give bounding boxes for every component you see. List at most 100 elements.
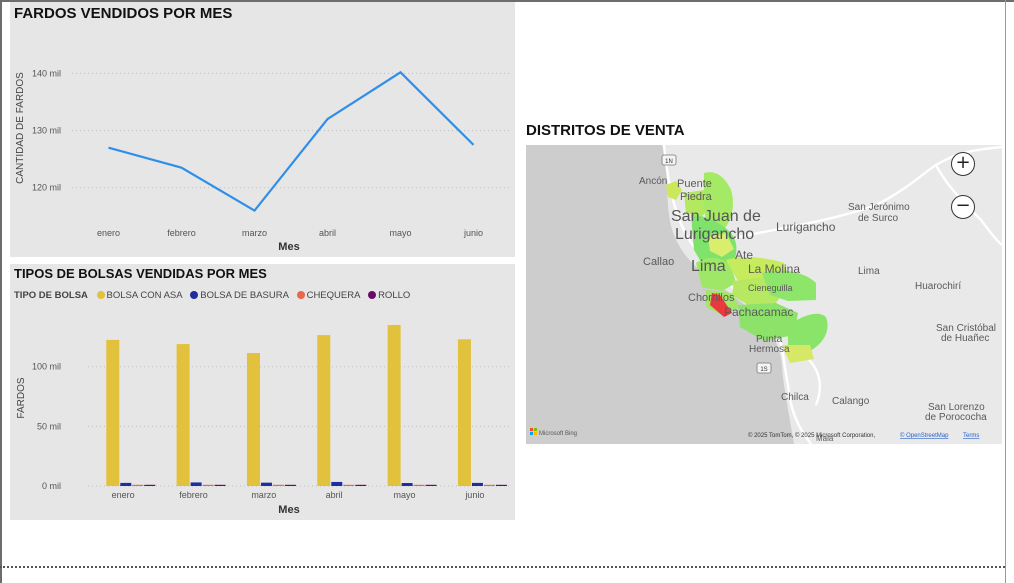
line-chart-gridlines <box>72 72 510 189</box>
bar[interactable] <box>387 324 401 486</box>
legend-dot <box>296 291 305 299</box>
x-tick-label: enero <box>112 490 135 500</box>
map-label-sjm-2: de Surco <box>858 213 898 224</box>
bar[interactable] <box>483 484 495 486</box>
legend-item-bolsa-de-basura[interactable]: BOLSA DE BASURA <box>190 290 289 301</box>
y-tick-label: 50 mil <box>37 421 61 431</box>
map-label-lima-region: Lima <box>858 266 880 277</box>
map-label-puente-piedra-2: Piedra <box>680 191 713 203</box>
district-punta-hermosa <box>782 345 814 363</box>
map-label-chilca: Chilca <box>781 392 809 403</box>
map-title: DISTRITOS DE VENTA <box>526 122 685 139</box>
road-east-branch <box>934 164 1002 246</box>
bar[interactable] <box>132 484 144 486</box>
legend-item-bolsa-con-asa[interactable]: BOLSA CON ASA <box>96 290 183 301</box>
district-south-east <box>788 313 828 355</box>
map-label-callao: Callao <box>643 256 674 268</box>
map-terms-link[interactable]: Terms <box>963 433 979 439</box>
x-tick-label: marzo <box>251 490 276 500</box>
bar[interactable] <box>260 482 272 486</box>
bar[interactable] <box>284 484 296 486</box>
map-label-sjl-2: Lurigancho <box>675 226 754 243</box>
legend-item-chequera[interactable]: CHEQUERA <box>296 290 360 301</box>
bar[interactable] <box>343 484 355 486</box>
map-label-puente-piedra-1: Puente <box>677 178 712 190</box>
line-chart-visual[interactable]: FARDOS VENDIDOS POR MES 120 mil 130 mil 14… <box>10 2 515 257</box>
bar-chart-title: TIPOS DE BOLSAS VENDIDAS POR MES <box>14 266 267 281</box>
line-point[interactable] <box>179 165 184 170</box>
highway-shield-1s: 1S <box>756 362 772 374</box>
line-chart-x-axis-title: Mes <box>278 241 299 253</box>
page-bottom-divider <box>0 566 1005 568</box>
map-label-punta-hermosa-1: Punta <box>756 334 783 345</box>
legend-dot <box>190 291 199 299</box>
bar-chart-visual[interactable]: TIPOS DE BOLSAS VENDIDAS POR MES TIPO DE… <box>10 264 515 520</box>
zoom-out-button[interactable]: − <box>951 195 975 219</box>
bar[interactable] <box>106 339 120 486</box>
bar-chart-legend: TIPO DE BOLSA BOLSA CON ASA BOLSA DE BAS… <box>14 290 415 301</box>
line-chart-title: FARDOS VENDIDOS POR MES <box>14 5 233 22</box>
y-tick-label: 100 mil <box>32 362 61 372</box>
bing-logo-text: Microsoft Bing <box>539 431 577 437</box>
line-point[interactable] <box>252 208 257 213</box>
bar-chart-x-ticks: enero febrero marzo abril mayo junio <box>112 490 485 500</box>
map-labels: Ancón Puente Piedra San Juan de Luriganc… <box>639 176 996 443</box>
bar[interactable] <box>331 481 343 486</box>
bar[interactable] <box>401 483 413 486</box>
bar[interactable] <box>457 339 471 486</box>
line-point[interactable] <box>325 117 330 122</box>
district-chorrillos <box>710 293 732 317</box>
y-tick-label: 140 mil <box>32 68 61 78</box>
map-label-slp-1: San Lorenzo <box>928 402 985 413</box>
bar[interactable] <box>471 482 483 486</box>
bar[interactable] <box>246 353 260 486</box>
map-label-cieneguilla: Cieneguilla <box>748 283 793 293</box>
line-point[interactable] <box>398 70 403 75</box>
x-tick-label: junio <box>463 228 483 238</box>
line-chart-series-line <box>108 70 475 213</box>
bar[interactable] <box>272 484 284 486</box>
bar[interactable] <box>425 484 437 486</box>
bar[interactable] <box>144 484 156 486</box>
map-canvas[interactable]: Ancón Puente Piedra San Juan de Luriganc… <box>526 145 1002 444</box>
district-cieneguilla <box>762 270 816 301</box>
window-left-border <box>0 0 2 583</box>
map-label-calango: Calango <box>832 396 870 407</box>
map-label-huarochiri: Huarochirí <box>915 281 961 292</box>
district-lima-core <box>696 257 736 291</box>
map-visual[interactable]: Ancón Puente Piedra San Juan de Luriganc… <box>526 145 1002 444</box>
map-label-sjl-1: San Juan de <box>671 208 761 225</box>
bar[interactable] <box>495 484 507 486</box>
map-label-punta-hermosa-2: Hermosa <box>749 344 790 355</box>
y-tick-label: 0 mil <box>42 481 61 491</box>
bar[interactable] <box>202 484 214 486</box>
shield-label: 1S <box>760 367 767 373</box>
bar[interactable] <box>317 335 331 486</box>
district-carabayllo <box>704 172 734 230</box>
line-point[interactable] <box>106 145 111 150</box>
x-tick-label: mayo <box>389 228 411 238</box>
bing-logo: Microsoft Bing <box>530 428 577 437</box>
legend-label: BOLSA CON ASA <box>106 290 183 301</box>
map-label-slp-2: de Porococha <box>925 412 987 423</box>
map-label-sjm-1: San Jerónimo <box>848 202 910 213</box>
x-tick-label: marzo <box>242 228 267 238</box>
legend-title: TIPO DE BOLSA <box>14 290 88 301</box>
x-tick-label: abril <box>326 490 343 500</box>
zoom-in-button[interactable]: + <box>951 152 975 176</box>
x-tick-label: febrero <box>179 490 208 500</box>
bar[interactable] <box>176 344 190 486</box>
legend-item-rollo[interactable]: ROLLO <box>368 290 410 301</box>
x-tick-label: enero <box>97 228 120 238</box>
bar[interactable] <box>413 484 425 486</box>
ocean-area <box>526 145 794 444</box>
bar[interactable] <box>214 484 226 486</box>
line-chart-y-axis-title: CANTIDAD DE FARDOS <box>15 72 26 184</box>
district-shapes <box>666 172 828 363</box>
bar[interactable] <box>120 482 132 486</box>
legend-label: ROLLO <box>378 290 411 301</box>
map-osm-link[interactable]: © OpenStreetMap <box>900 432 949 439</box>
line-point[interactable] <box>471 142 476 147</box>
bar[interactable] <box>190 482 202 486</box>
bar[interactable] <box>355 484 367 486</box>
